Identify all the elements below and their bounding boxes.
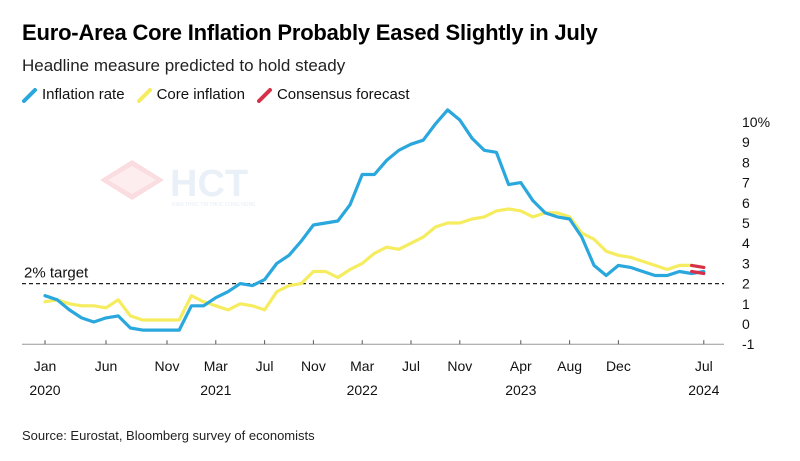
- x-tick-label-year: 2024: [688, 382, 719, 398]
- y-tick-label: 8: [742, 154, 750, 170]
- legend-item-inflation-rate: Inflation rate: [22, 86, 125, 103]
- x-tick-label-month: Jul: [402, 358, 420, 374]
- y-tick-label: -1: [742, 336, 755, 352]
- y-tick-label: 1: [742, 296, 750, 312]
- x-tick-label-month: Mar: [204, 358, 228, 374]
- legend-item-consensus-forecast: Consensus forecast: [256, 86, 410, 103]
- legend-swatch-inflation-rate: [22, 87, 37, 103]
- y-tick-label: 6: [742, 195, 750, 211]
- legend-item-core-inflation: Core inflation: [136, 86, 245, 103]
- watermark-logo: HCT KIEN THUC TRI THUC CONG NGHE: [100, 160, 256, 208]
- y-axis: 10% 9 8 7 6 5 4 3 2 1 0 -1: [742, 114, 770, 352]
- x-tick-label-year: 2021: [200, 382, 231, 398]
- legend-label-core-inflation: Core inflation: [156, 86, 245, 103]
- series-line-core-inflation: [43, 207, 706, 322]
- x-tick-label-month: Nov: [301, 358, 326, 374]
- x-tick-label-month: Nov: [155, 358, 180, 374]
- x-tick-label-month: Dec: [606, 358, 631, 374]
- legend-swatch-consensus-forecast: [256, 87, 272, 103]
- watermark-subtext: KIEN THUC TRI THUC CONG NGHE: [172, 202, 256, 208]
- y-tick-label: 5: [742, 215, 750, 231]
- source-note: Source: Eurostat, Bloomberg survey of ec…: [22, 428, 315, 443]
- y-tick-label: 4: [742, 235, 750, 251]
- x-tick-label-month: Jul: [695, 358, 713, 374]
- y-tick-label: 9: [742, 134, 750, 150]
- watermark-diamond-inner-icon: [108, 166, 156, 194]
- x-tick-label-month: Mar: [350, 358, 374, 374]
- x-tick-label-month: Apr: [510, 358, 532, 374]
- x-tick-label-year: 2022: [347, 382, 378, 398]
- watermark-text: HCT: [170, 163, 248, 205]
- x-tick-label-month: Jun: [95, 358, 118, 374]
- chart-title: Euro-Area Core Inflation Probably Eased …: [22, 20, 598, 45]
- x-tick-label-month: Jan: [34, 358, 57, 374]
- legend-swatch-core-inflation: [136, 87, 152, 103]
- target-label: 2% target: [24, 265, 89, 282]
- y-tick-label: 10%: [742, 114, 770, 130]
- x-axis: Jan 2020 Jun Nov Mar 2021 Jul Nov Mar 2022 Jul Nov A…: [22, 340, 724, 398]
- series-line-consensus-forecast: [689, 269, 706, 276]
- x-tick-label-month: Jul: [256, 358, 274, 374]
- legend-label-inflation-rate: Inflation rate: [42, 86, 125, 103]
- y-tick-label: 3: [742, 255, 750, 271]
- series-line-inflation-rate: [43, 108, 706, 332]
- x-tick-label-month: Aug: [557, 358, 582, 374]
- target-line-group: 2% target: [22, 265, 724, 285]
- chart-legend: Inflation rate Core inflation Consensus …: [22, 86, 410, 103]
- x-tick-label-month: Nov: [447, 358, 472, 374]
- series-group: [43, 108, 706, 332]
- legend-label-consensus-forecast: Consensus forecast: [276, 86, 410, 103]
- y-tick-label: 2: [742, 276, 750, 292]
- watermark-diamond-icon: [100, 160, 164, 200]
- y-tick-label: 0: [742, 316, 750, 332]
- x-tick-label-year: 2020: [29, 382, 60, 398]
- chart-subtitle: Headline measure predicted to hold stead…: [22, 56, 346, 75]
- y-tick-label: 7: [742, 175, 750, 191]
- x-tick-label-year: 2023: [505, 382, 536, 398]
- series-line-consensus-forecast: [689, 263, 706, 270]
